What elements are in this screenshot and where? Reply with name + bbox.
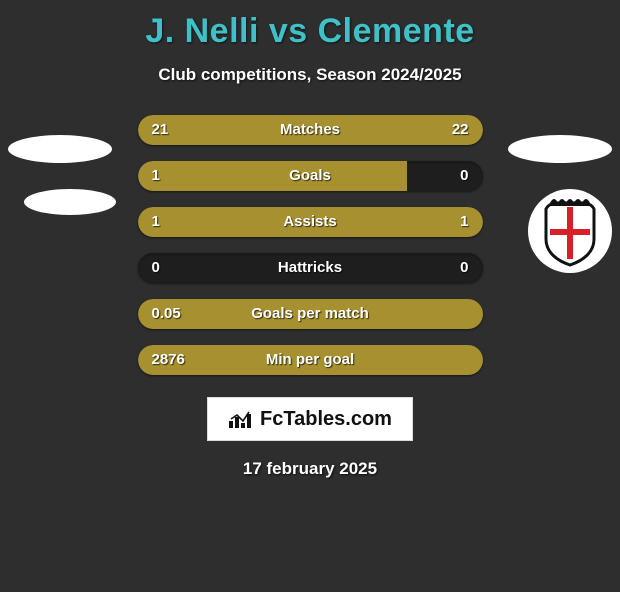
stat-row: 00Hattricks <box>138 253 483 283</box>
subtitle: Club competitions, Season 2024/2025 <box>0 65 620 85</box>
shield-icon <box>540 195 600 267</box>
stat-row: 0.05Goals per match <box>138 299 483 329</box>
stat-label: Min per goal <box>138 345 483 375</box>
stat-row: 11Assists <box>138 207 483 237</box>
page-title: J. Nelli vs Clemente <box>0 12 620 51</box>
fctables-watermark: FcTables.com <box>207 397 413 441</box>
right-club-crest <box>528 189 612 273</box>
stat-label: Hattricks <box>138 253 483 283</box>
chart-icon <box>228 409 254 429</box>
stat-row: 2122Matches <box>138 115 483 145</box>
stat-label: Goals per match <box>138 299 483 329</box>
stat-label: Matches <box>138 115 483 145</box>
stats-container: 2122Matches 10Goals 11Assists 00Hattricks 0.… <box>138 115 483 375</box>
stat-row: 2876Min per goal <box>138 345 483 375</box>
date-label: 17 february 2025 <box>0 459 620 479</box>
left-club-badge-1 <box>8 135 112 163</box>
stat-label: Assists <box>138 207 483 237</box>
stat-label: Goals <box>138 161 483 191</box>
fctables-label: FcTables.com <box>260 408 392 431</box>
left-club-badge-2 <box>24 189 116 215</box>
right-club-ellipse <box>508 135 612 163</box>
stat-row: 10Goals <box>138 161 483 191</box>
